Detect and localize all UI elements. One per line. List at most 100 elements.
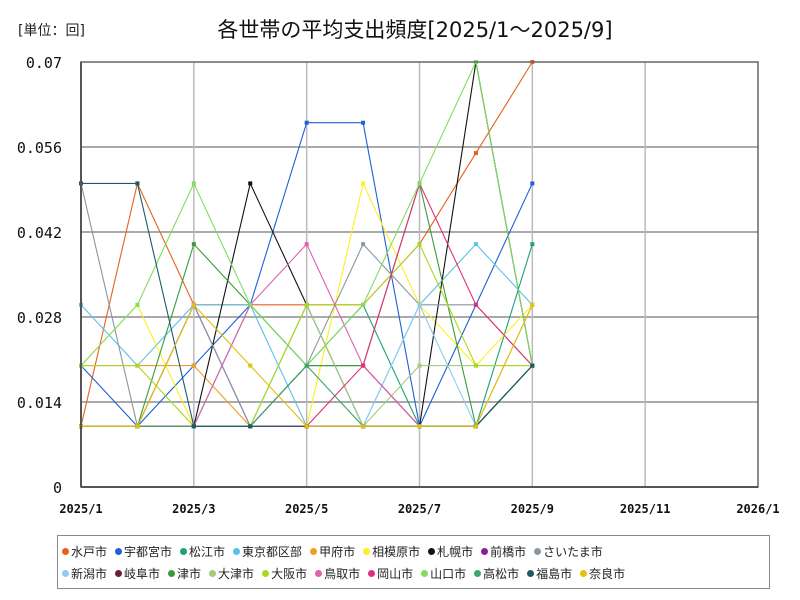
- data-point: [361, 120, 366, 125]
- data-point: [530, 242, 535, 247]
- legend-item: 札幌市: [428, 543, 473, 560]
- data-point: [191, 302, 196, 307]
- legend-item: 宇都宮市: [115, 543, 172, 560]
- legend-label: 宇都宮市: [124, 545, 173, 559]
- legend-label: 奈良市: [589, 567, 626, 581]
- legend-item: 大津市: [209, 565, 254, 582]
- x-tick-label: 2025/5: [285, 502, 328, 516]
- legend-item: 東京都区部: [233, 543, 302, 560]
- legend-item: 新潟市: [62, 565, 107, 582]
- legend-item: 鳥取市: [315, 565, 360, 582]
- legend-label: 前橋市: [490, 545, 527, 559]
- legend-label: 高松市: [483, 567, 520, 581]
- data-point: [473, 424, 478, 429]
- legend-marker-icon: [580, 570, 588, 577]
- legend-label: 新潟市: [71, 567, 108, 581]
- legend-item: 福島市: [527, 565, 572, 582]
- data-point: [191, 181, 196, 186]
- data-point: [530, 302, 535, 307]
- legend-item: さいたま市: [534, 543, 603, 560]
- data-point: [417, 302, 422, 307]
- legend-marker-icon: [428, 548, 436, 555]
- data-point: [191, 363, 196, 368]
- y-tick-label: 0: [53, 479, 62, 497]
- data-point: [304, 424, 309, 429]
- x-tick-label: 2025/7: [398, 502, 441, 516]
- unit-label: [単位：回]: [18, 23, 85, 39]
- data-point: [135, 424, 140, 429]
- axes: 0 0.014 0.028 0.042 0.056 0.07 2025/1 2025/3 202…: [17, 54, 780, 516]
- line-chart: 0 0.014 0.028 0.042 0.056 0.07 2025/1 2025/3 202…: [17, 54, 780, 516]
- legend-item: 岡山市: [368, 565, 413, 582]
- data-point: [248, 363, 253, 368]
- legend-marker-icon: [310, 548, 318, 555]
- legend-item: 大阪市: [262, 565, 307, 582]
- legend-label: 松江市: [189, 545, 226, 559]
- legend-item: 松江市: [180, 543, 225, 560]
- legend-marker-icon: [368, 570, 376, 577]
- legend-label: 岡山市: [377, 567, 414, 581]
- legend-marker-icon: [363, 548, 371, 555]
- legend-item: 津市: [168, 565, 201, 582]
- legend-marker-icon: [168, 570, 176, 577]
- data-point: [530, 181, 535, 186]
- y-tick-label: 0.014: [17, 394, 62, 412]
- data-point: [361, 424, 366, 429]
- data-point: [361, 363, 366, 368]
- legend-marker-icon: [115, 570, 123, 577]
- y-tick-label: 0.07: [26, 54, 62, 72]
- legend-label: 大津市: [218, 567, 255, 581]
- legend-item: 甲府市: [310, 543, 355, 560]
- data-point: [135, 181, 140, 186]
- data-point: [361, 242, 366, 247]
- legend-marker-icon: [262, 570, 270, 577]
- data-point: [473, 151, 478, 156]
- grid-lines: [81, 62, 758, 487]
- legend-item: 相模原市: [363, 543, 420, 560]
- legend-marker-icon: [209, 570, 217, 577]
- legend-marker-icon: [421, 570, 429, 577]
- x-tick-label: 2025/1: [59, 502, 102, 516]
- legend-item: 山口市: [421, 565, 466, 582]
- legend-item: 水戸市: [62, 543, 107, 560]
- legend-label: 福島市: [536, 567, 573, 581]
- data-point: [361, 302, 366, 307]
- y-tick-label: 0.056: [17, 139, 62, 157]
- legend-label: さいたま市: [543, 545, 603, 559]
- data-point: [417, 181, 422, 186]
- data-point: [248, 181, 253, 186]
- legend-marker-icon: [233, 548, 241, 555]
- legend: 水戸市 宇都宮市 松江市 東京都区部 甲府市 相模原市 札幌市 前橋市 さいたま市 新潟市 岐阜市…: [57, 535, 770, 589]
- data-point: [304, 363, 309, 368]
- legend-row: 新潟市 岐阜市 津市 大津市 大阪市 鳥取市 岡山市 山口市 高松市 福島市 奈良市: [62, 565, 633, 582]
- legend-item: 岐阜市: [115, 565, 160, 582]
- data-point: [473, 363, 478, 368]
- legend-item: 高松市: [474, 565, 519, 582]
- legend-label: 大阪市: [271, 567, 308, 581]
- data-point: [417, 363, 422, 368]
- x-tick-label: 2026/1: [736, 502, 779, 516]
- data-point: [135, 363, 140, 368]
- legend-label: 岐阜市: [124, 567, 161, 581]
- data-point: [191, 242, 196, 247]
- legend-label: 札幌市: [437, 545, 474, 559]
- y-tick-label: 0.028: [17, 309, 62, 327]
- legend-label: 水戸市: [71, 545, 108, 559]
- legend-marker-icon: [474, 570, 482, 577]
- chart-title: 各世帯の平均支出頻度[2025/1～2025/9]: [217, 18, 613, 42]
- data-point: [473, 242, 478, 247]
- legend-marker-icon: [180, 548, 188, 555]
- data-point: [248, 302, 253, 307]
- data-point: [304, 120, 309, 125]
- x-tick-label: 2025/11: [620, 502, 671, 516]
- legend-row: 水戸市 宇都宮市 松江市 東京都区部 甲府市 相模原市 札幌市 前橋市 さいたま市: [62, 543, 611, 560]
- data-point: [361, 181, 366, 186]
- legend-marker-icon: [62, 548, 69, 555]
- legend-label: 相模原市: [372, 545, 421, 559]
- data-point: [248, 424, 253, 429]
- data-point: [191, 424, 196, 429]
- legend-label: 東京都区部: [242, 545, 303, 559]
- y-tick-label: 0.042: [17, 224, 62, 242]
- data-point: [417, 424, 422, 429]
- legend-marker-icon: [527, 570, 535, 577]
